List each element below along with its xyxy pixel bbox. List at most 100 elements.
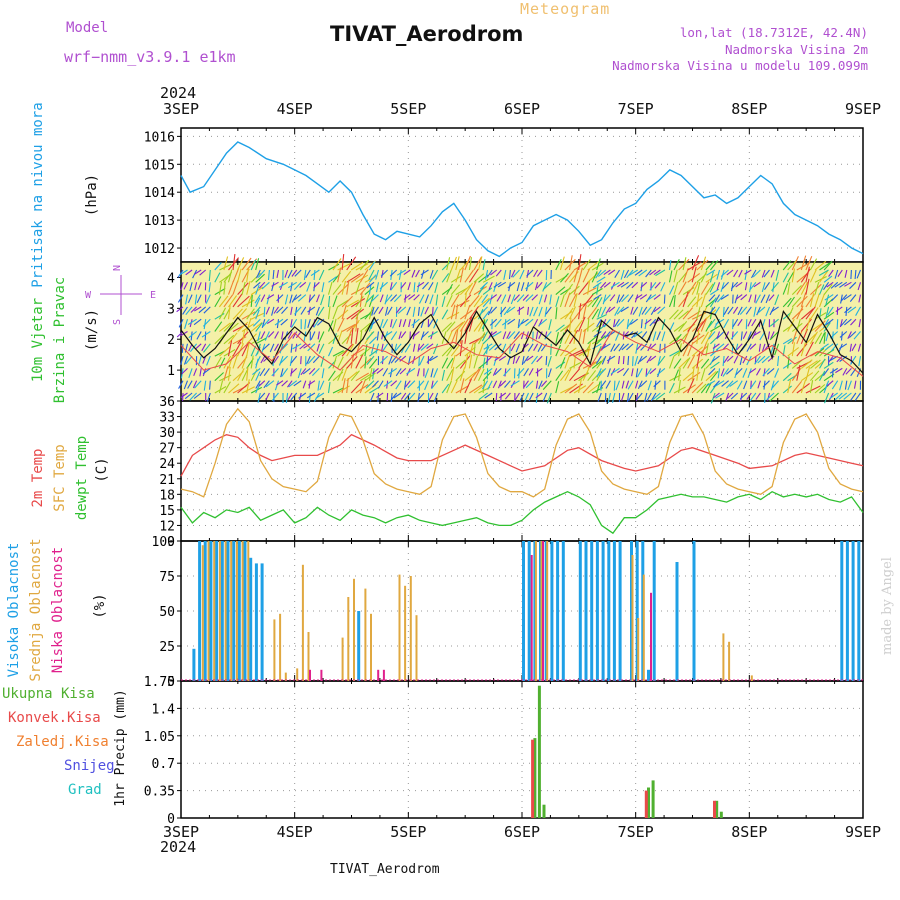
wind-barb bbox=[407, 282, 411, 291]
wind-barb bbox=[649, 367, 657, 375]
wind-barb bbox=[390, 380, 398, 387]
wind-barb bbox=[300, 356, 302, 365]
x-tick-label-top: 6SEP bbox=[504, 100, 540, 118]
wind-barb bbox=[411, 318, 420, 326]
wind-barb bbox=[678, 333, 688, 345]
wind-barb bbox=[834, 392, 843, 401]
wind-barb bbox=[616, 306, 625, 315]
wind-barb bbox=[682, 268, 689, 283]
wind-barb bbox=[696, 352, 701, 369]
wind-barb bbox=[194, 282, 198, 291]
wind-barb bbox=[223, 355, 232, 369]
wind-barb bbox=[660, 282, 666, 292]
wind-barb bbox=[840, 318, 848, 327]
wind-barb bbox=[227, 366, 231, 381]
wind-barb bbox=[814, 384, 826, 394]
wind-barb bbox=[705, 298, 716, 308]
wind-barb bbox=[644, 306, 652, 315]
wind-barb bbox=[201, 331, 211, 338]
wind-barb bbox=[306, 282, 311, 292]
wind-barb bbox=[450, 366, 455, 381]
wind-barb bbox=[587, 261, 600, 271]
wind-barb bbox=[206, 392, 211, 402]
wind-barb bbox=[223, 321, 234, 332]
wind-barb bbox=[761, 355, 770, 364]
wind-barb bbox=[826, 281, 834, 288]
wind-barb bbox=[473, 367, 482, 381]
wind-barb bbox=[370, 294, 379, 302]
wind-barb bbox=[814, 320, 826, 332]
wind-barb bbox=[646, 392, 652, 402]
wind-barb bbox=[185, 294, 189, 305]
wind-barb bbox=[321, 368, 325, 379]
wind-barb bbox=[709, 260, 719, 271]
wind-barb bbox=[489, 318, 498, 326]
wind-barb bbox=[735, 368, 743, 376]
wind-barb bbox=[218, 357, 226, 369]
wind-barb bbox=[622, 368, 630, 377]
wind-barb bbox=[253, 281, 261, 289]
wind-barb bbox=[791, 380, 803, 394]
wind-barb bbox=[700, 306, 708, 320]
wind-barb bbox=[587, 335, 598, 345]
wind-barb bbox=[724, 331, 730, 340]
wind-barb bbox=[187, 318, 197, 325]
wind-barb bbox=[214, 372, 224, 382]
wind-barb bbox=[712, 343, 720, 349]
wind-barb bbox=[600, 331, 607, 339]
wind-barb bbox=[280, 343, 288, 352]
wind-barb bbox=[756, 368, 761, 376]
wind-barb bbox=[827, 306, 834, 316]
pressure-axis-unit: (hPa) bbox=[84, 174, 100, 216]
wind-barb bbox=[255, 297, 261, 308]
wind-barb bbox=[824, 380, 830, 391]
wind-barb bbox=[468, 295, 480, 308]
wind-barb bbox=[838, 343, 848, 350]
wind-barb bbox=[255, 380, 261, 389]
wind-barb bbox=[455, 328, 459, 344]
wind-barb bbox=[501, 318, 511, 326]
wind-barb bbox=[512, 355, 516, 365]
wind-barb bbox=[661, 319, 666, 330]
wind-barb bbox=[493, 282, 498, 292]
wind-barb bbox=[522, 294, 529, 301]
wind-barb bbox=[446, 283, 453, 295]
y-tick-label: 12 bbox=[159, 519, 175, 534]
y-tick-label: 75 bbox=[159, 570, 175, 585]
wind-barb bbox=[696, 383, 707, 394]
wind-barb bbox=[479, 281, 488, 290]
wind-barb bbox=[634, 355, 639, 366]
wind-barb bbox=[499, 306, 507, 315]
wind-barb bbox=[459, 284, 471, 296]
wind-barb bbox=[404, 343, 411, 353]
wind-barb bbox=[564, 318, 574, 332]
wind-barb bbox=[582, 361, 597, 369]
wind-barb bbox=[636, 392, 643, 401]
wind-barb bbox=[390, 331, 398, 341]
wind-barb bbox=[180, 282, 184, 291]
wind-barb bbox=[578, 379, 582, 394]
wind-barb bbox=[682, 342, 690, 357]
wind-barb bbox=[355, 327, 359, 344]
wind-barb bbox=[673, 258, 680, 271]
wind-barb bbox=[527, 343, 534, 352]
y-tick-label: 18 bbox=[159, 488, 175, 503]
wind-barb bbox=[481, 380, 489, 390]
wind-barb bbox=[281, 331, 284, 340]
wind-barb bbox=[673, 358, 682, 369]
wind-barb bbox=[219, 322, 231, 332]
wind-barb bbox=[616, 367, 625, 374]
wind-barb bbox=[341, 295, 353, 308]
wind-barb bbox=[360, 373, 372, 382]
wind-barb bbox=[477, 308, 484, 320]
wind-barb bbox=[527, 306, 530, 315]
wind-barb bbox=[508, 269, 511, 280]
wind-barb bbox=[550, 343, 552, 355]
wind-barb bbox=[796, 343, 808, 357]
wind-barb bbox=[737, 318, 743, 327]
cloud-bar bbox=[415, 615, 418, 681]
y-tick-label: 4 bbox=[167, 271, 175, 286]
wind-barb bbox=[263, 380, 270, 389]
wind-barb bbox=[610, 343, 616, 353]
precip-bar bbox=[542, 804, 546, 818]
